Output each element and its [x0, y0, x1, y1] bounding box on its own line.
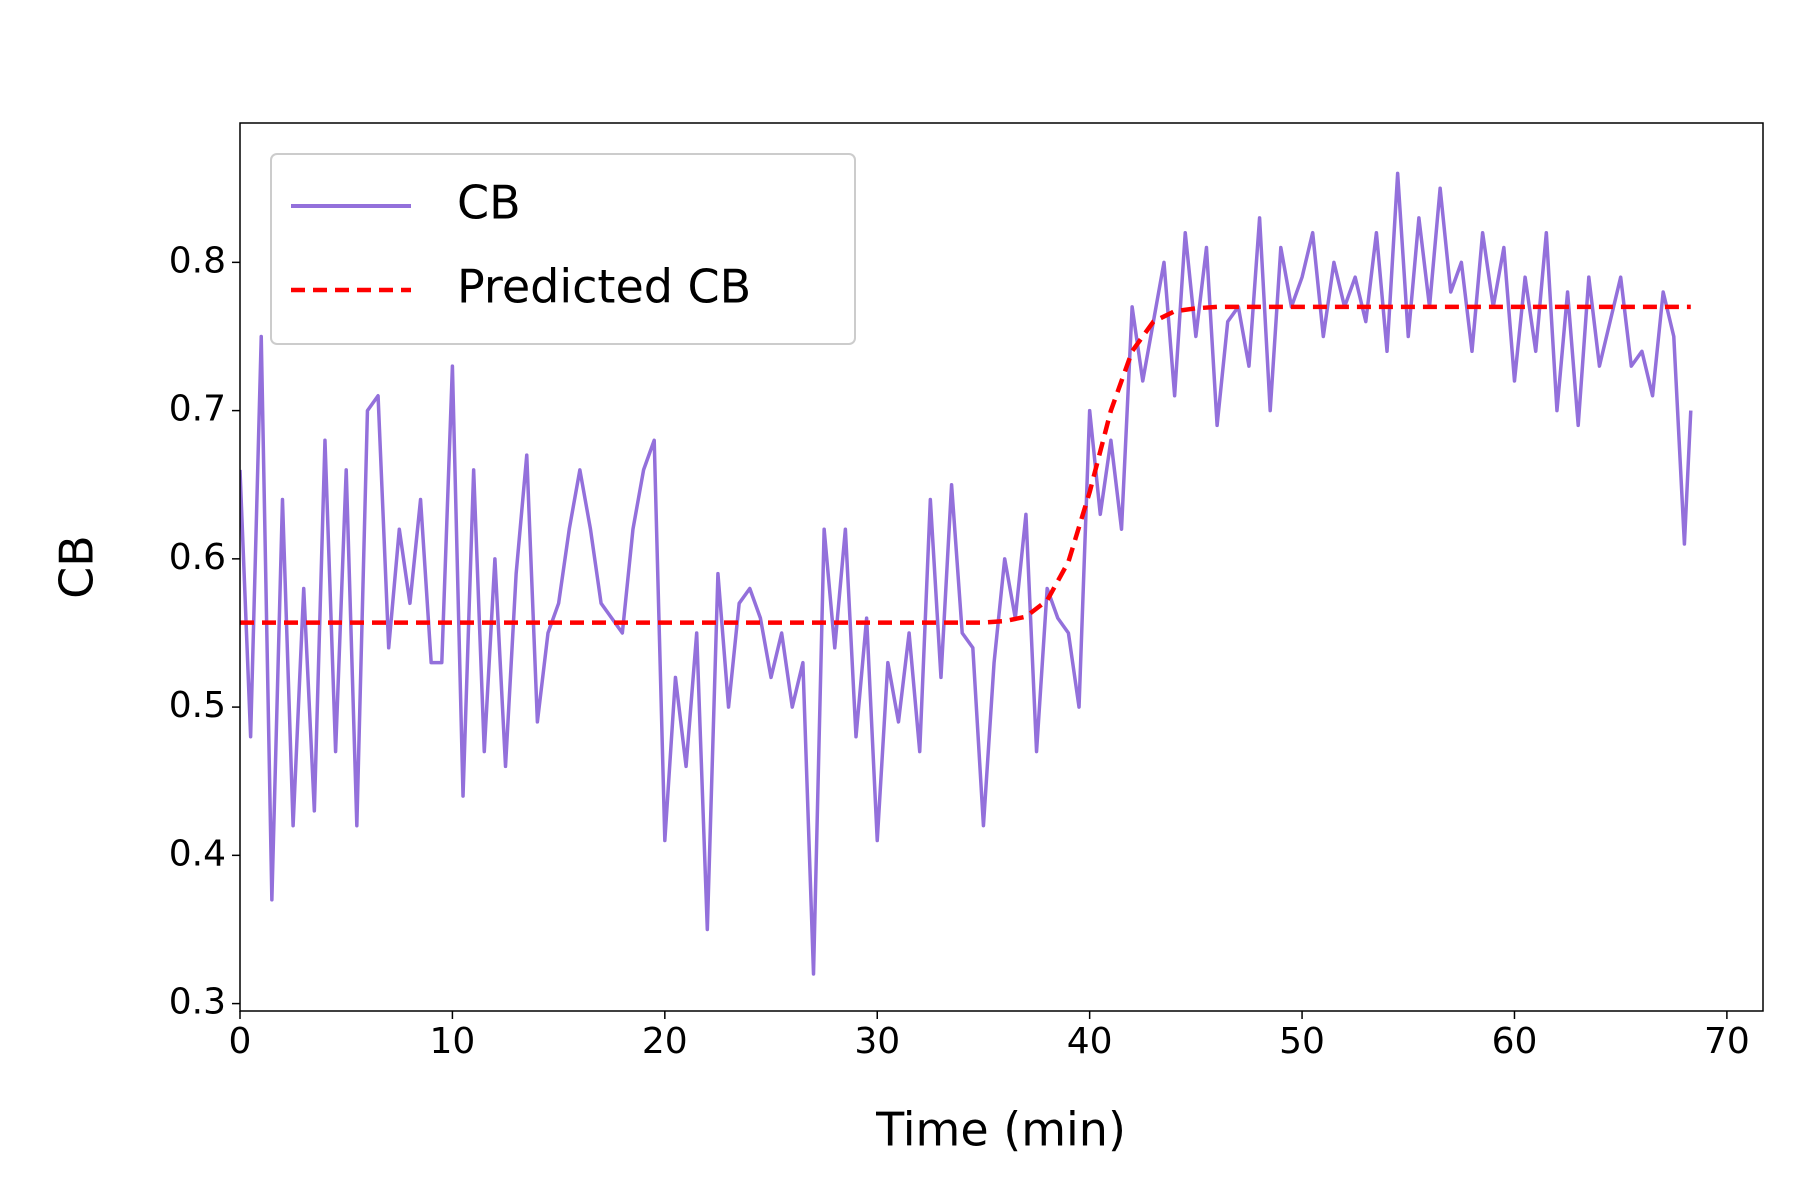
y-axis-label: CB [50, 535, 104, 599]
x-tick-label: 70 [1704, 1021, 1750, 1062]
y-tick-label: 0.6 [169, 537, 226, 578]
x-tick-label: 0 [229, 1021, 252, 1062]
x-tick-label: 40 [1067, 1021, 1113, 1062]
series-line [240, 171, 1693, 976]
y-tick-label: 0.4 [169, 833, 226, 874]
y-tick-label: 0.7 [169, 389, 226, 430]
x-axis-label: Time (min) [875, 1103, 1126, 1157]
legend-box [270, 153, 856, 345]
plot-frame [239, 122, 1764, 1012]
series-line [240, 304, 1691, 625]
x-tick-label: 20 [642, 1021, 688, 1062]
x-tick-label: 10 [430, 1021, 476, 1062]
x-tick-label: 30 [854, 1021, 900, 1062]
y-tick-label: 0.5 [169, 685, 226, 726]
x-tick-label: 60 [1492, 1021, 1538, 1062]
y-tick-label: 0.3 [169, 982, 226, 1023]
legend-label: Predicted CB [457, 260, 751, 314]
x-tick-label: 50 [1279, 1021, 1325, 1062]
y-tick-label: 0.8 [169, 240, 226, 281]
legend-label: CB [457, 176, 521, 230]
